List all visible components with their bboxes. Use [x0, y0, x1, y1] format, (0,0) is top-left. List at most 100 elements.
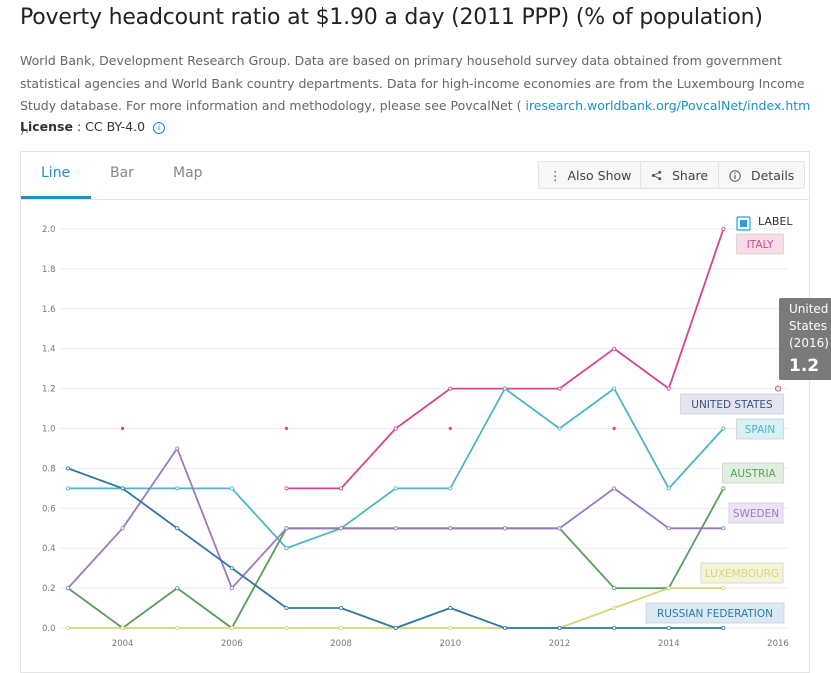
- series-label-text: RUSSIAN FEDERATION: [657, 608, 773, 620]
- data-point: [448, 606, 453, 611]
- data-point: [448, 626, 453, 631]
- series-label-box: [700, 562, 784, 584]
- info-circle-icon: [729, 168, 745, 183]
- source-text: World Bank, Development Research Group. …: [20, 53, 805, 113]
- series-label-box: [728, 502, 784, 524]
- tooltip-title-line: United: [789, 302, 828, 316]
- source-description: World Bank, Development Research Group. …: [20, 50, 820, 140]
- data-point: [612, 346, 617, 351]
- series-label-spain: SPAIN: [736, 418, 784, 440]
- tooltip: United States (2016) 1.2: [779, 298, 831, 380]
- share-icon: [651, 168, 666, 183]
- data-point: [721, 626, 726, 631]
- data-point: [393, 486, 398, 491]
- legend: LABEL: [736, 215, 793, 231]
- series-label-text: UNITED STATES: [691, 399, 773, 411]
- data-point: [666, 486, 671, 491]
- highlight-point: [774, 385, 782, 392]
- data-point: [557, 386, 562, 391]
- details-label: Details: [750, 168, 795, 183]
- details-button[interactable]: Details: [718, 161, 806, 189]
- x-tick-label: 2012: [549, 639, 571, 649]
- y-tick-label: 0.2: [42, 584, 56, 594]
- tooltip-value: 1.2: [789, 356, 819, 376]
- data-point: [666, 526, 671, 531]
- data-point: [120, 486, 125, 491]
- data-point: [66, 626, 71, 631]
- y-tick-label: 1.8: [42, 265, 56, 275]
- data-point: [284, 486, 289, 491]
- y-tick-label: 0.8: [42, 464, 56, 474]
- x-tick-label: 2016: [767, 639, 789, 649]
- data-point: [175, 626, 180, 631]
- data-point: [175, 486, 180, 491]
- data-point: [557, 626, 562, 631]
- series-line-sweden: [67, 446, 724, 590]
- data-point: [175, 586, 180, 591]
- x-tick-label: 2014: [658, 639, 680, 649]
- also-show-label: Also Show: [567, 168, 632, 183]
- tooltip-title-line: (2016): [789, 336, 829, 350]
- y-tick-label: 1.6: [42, 305, 56, 315]
- data-point: [339, 486, 344, 491]
- data-point: [229, 586, 234, 591]
- y-tick-label: 1.0: [42, 425, 56, 435]
- data-point: [721, 426, 726, 431]
- data-point: [175, 446, 180, 451]
- series-label-text: LUXEMBOURG: [705, 568, 779, 580]
- series-label-text: AUSTRIA: [730, 468, 776, 480]
- series-label-box: [645, 602, 785, 624]
- tab-line[interactable]: Line: [41, 165, 71, 181]
- data-point: [66, 586, 71, 591]
- page-title: Poverty headcount ratio at $1.90 a day (…: [20, 5, 763, 30]
- data-point: [120, 526, 125, 531]
- y-tick-label: 1.2: [42, 385, 56, 395]
- povcalnet-link[interactable]: iresearch.worldbank.org/PovcalNet/index.…: [525, 98, 811, 113]
- data-point: [229, 626, 234, 631]
- data-point: [721, 526, 726, 531]
- data-point: [502, 626, 507, 631]
- license-value: CC BY-4.0: [85, 119, 146, 134]
- data-point: [666, 586, 671, 591]
- x-tick-label: 2010: [439, 639, 461, 649]
- y-tick-label: 0.0: [42, 624, 56, 634]
- data-point: [666, 626, 671, 631]
- series-label-text: SPAIN: [745, 424, 775, 436]
- y-tick-label: 0.4: [42, 544, 56, 554]
- share-button[interactable]: Share: [640, 161, 720, 189]
- legend-checkbox-fill: [740, 220, 747, 227]
- y-tick-label: 1.4: [42, 345, 56, 355]
- series-label-text: SWEDEN: [733, 508, 779, 520]
- series-line-luxembourg: [68, 587, 724, 629]
- line-chart: 0.0 0.2 0.4 0.6 0.8 1.0 1.2 1.4 1.6 1.8 2.0 2004 200…: [42, 215, 831, 649]
- series-line-italy: [286, 228, 725, 490]
- data-point: [448, 426, 452, 431]
- series-label-box: [722, 462, 784, 484]
- legend-label: LABEL: [758, 215, 793, 228]
- series-label-united-states: UNITED STATES: [680, 393, 784, 415]
- data-point: [121, 426, 125, 431]
- data-point: [284, 546, 289, 551]
- tooltip-title-line: States: [789, 319, 827, 333]
- share-label: Share: [671, 168, 709, 183]
- info-icon[interactable]: i: [153, 122, 166, 134]
- data-point: [66, 486, 71, 491]
- data-point: [120, 626, 125, 631]
- data-point: [721, 226, 726, 231]
- source-end: ).: [20, 120, 29, 136]
- y-tick-label: 2.0: [42, 225, 56, 235]
- data-point: [448, 486, 453, 491]
- data-point: [612, 426, 616, 431]
- data-point: [339, 626, 344, 631]
- data-point: [612, 586, 617, 591]
- series-label-box: [680, 393, 784, 415]
- series-label-russian-federation: RUSSIAN FEDERATION: [645, 602, 785, 624]
- data-point: [284, 626, 289, 631]
- data-point: [284, 426, 289, 431]
- data-point: [612, 486, 617, 491]
- tab-map[interactable]: Map: [173, 165, 203, 181]
- data-point: [448, 386, 453, 391]
- chart-panel: Line Bar Map ⋮ Also Show Share Details: [20, 151, 810, 673]
- data-point: [557, 526, 562, 531]
- tab-bar-chart[interactable]: Bar: [110, 165, 134, 181]
